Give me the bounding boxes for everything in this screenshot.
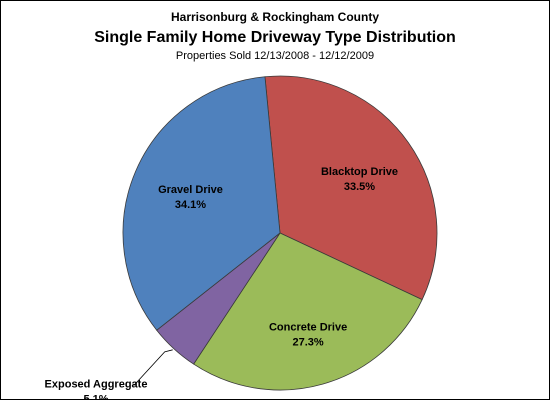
leader-line-exposed-aggregate: [133, 349, 173, 386]
slice-label-concrete-drive: Concrete Drive: [269, 322, 347, 334]
chart-subtitle: Properties Sold 12/13/2008 - 12/12/2009: [175, 50, 375, 62]
pie-labels: Blacktop Drive 33.5% Concrete Drive 27.3% Ex…: [45, 166, 398, 400]
chart-title: Single Family Home Driveway Type Distrib…: [94, 29, 456, 46]
pie-slice-gravel-drive: [122, 76, 281, 331]
slice-value-gravel-drive: 34.1%: [175, 199, 206, 211]
pie-slice-concrete-drive: [193, 232, 423, 391]
slice-label-blacktop-drive: Blacktop Drive: [321, 166, 398, 178]
slice-value-exposed-aggregate: 5.1%: [83, 393, 108, 400]
slice-label-gravel-drive: Gravel Drive: [158, 184, 223, 196]
slice-label-exposed-aggregate: Exposed Aggregate: [45, 378, 148, 390]
slice-value-concrete-drive: 27.3%: [292, 337, 323, 349]
chart-header: Harrisonburg & Rockingham County: [170, 10, 379, 24]
pie-slices: [122, 75, 438, 391]
slice-value-blacktop-drive: 33.5%: [344, 181, 375, 193]
pie-slice-blacktop-drive: [264, 75, 438, 301]
title-block: Harrisonburg & Rockingham County Single …: [1, 9, 549, 63]
